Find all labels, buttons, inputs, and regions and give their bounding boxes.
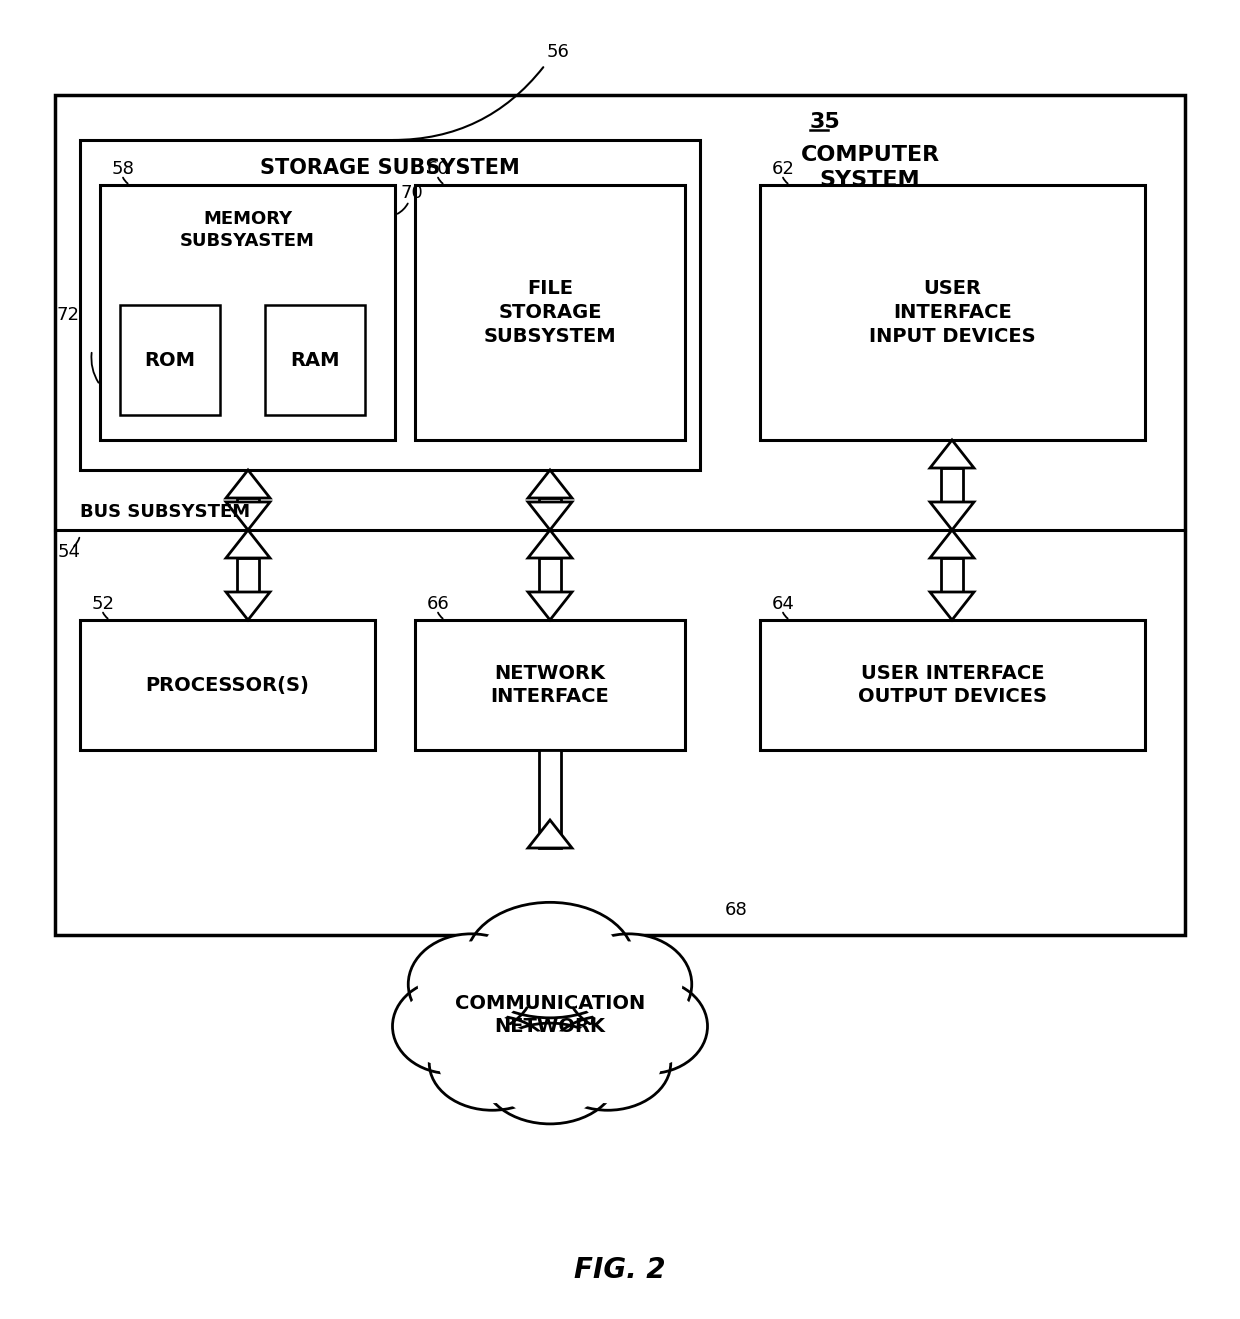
Bar — [237, 558, 259, 592]
Text: MEMORY
SUBSYASTEM: MEMORY SUBSYASTEM — [180, 210, 315, 251]
Text: RAM: RAM — [290, 351, 340, 369]
Ellipse shape — [418, 942, 525, 1028]
Polygon shape — [226, 503, 270, 530]
Ellipse shape — [565, 934, 692, 1034]
Bar — [760, 185, 1145, 441]
Text: FILE
STORAGE
SUBSYSTEM: FILE STORAGE SUBSYSTEM — [484, 280, 616, 346]
Text: 64: 64 — [773, 595, 795, 613]
Text: PROCESSOR(S): PROCESSOR(S) — [145, 675, 310, 695]
Text: 72: 72 — [57, 306, 81, 324]
Text: 68: 68 — [725, 901, 748, 919]
Polygon shape — [528, 592, 572, 620]
Polygon shape — [226, 470, 270, 499]
Bar — [760, 620, 1145, 751]
Bar — [100, 185, 396, 441]
Text: NETWORK
INTERFACE: NETWORK INTERFACE — [491, 663, 609, 706]
Text: 35: 35 — [810, 112, 841, 132]
Text: USER INTERFACE
OUTPUT DEVICES: USER INTERFACE OUTPUT DEVICES — [858, 663, 1047, 706]
Bar — [81, 620, 374, 751]
Ellipse shape — [393, 979, 508, 1074]
Bar — [539, 558, 560, 592]
Polygon shape — [226, 592, 270, 620]
Bar — [237, 499, 259, 503]
Bar — [415, 185, 684, 441]
Ellipse shape — [575, 942, 682, 1028]
Text: 54: 54 — [58, 543, 81, 561]
Ellipse shape — [408, 934, 534, 1034]
Text: USER
INTERFACE
INPUT DEVICES: USER INTERFACE INPUT DEVICES — [869, 280, 1035, 346]
Bar — [81, 140, 701, 470]
Polygon shape — [930, 441, 973, 468]
Ellipse shape — [591, 979, 708, 1074]
Ellipse shape — [402, 987, 500, 1067]
Bar — [55, 95, 1185, 935]
Ellipse shape — [554, 1022, 661, 1103]
Ellipse shape — [492, 1030, 608, 1116]
Ellipse shape — [479, 911, 621, 1009]
Text: FIG. 2: FIG. 2 — [574, 1256, 666, 1283]
Text: 58: 58 — [112, 160, 135, 178]
Text: 70: 70 — [401, 183, 423, 202]
Text: COMPUTER
SYSTEM: COMPUTER SYSTEM — [801, 145, 940, 190]
Ellipse shape — [544, 1016, 671, 1111]
Bar — [265, 305, 365, 415]
Bar — [941, 558, 963, 592]
Text: 56: 56 — [547, 44, 569, 61]
Text: 60: 60 — [427, 160, 450, 178]
Bar — [539, 499, 560, 503]
Text: STORAGE SUBSYSTEM: STORAGE SUBSYSTEM — [260, 158, 520, 178]
Ellipse shape — [439, 1022, 546, 1103]
Polygon shape — [226, 530, 270, 558]
Polygon shape — [528, 530, 572, 558]
Text: 52: 52 — [92, 595, 115, 613]
Bar — [941, 468, 963, 503]
Ellipse shape — [482, 1024, 619, 1124]
Bar — [120, 305, 219, 415]
Polygon shape — [528, 820, 572, 848]
Text: BUS SUBSYSTEM: BUS SUBSYSTEM — [81, 503, 250, 521]
Ellipse shape — [600, 987, 699, 1067]
Polygon shape — [930, 592, 973, 620]
Text: COMMUNICATION
NETWORK: COMMUNICATION NETWORK — [455, 993, 645, 1037]
Polygon shape — [930, 503, 973, 530]
Ellipse shape — [466, 902, 634, 1018]
Polygon shape — [528, 503, 572, 530]
Text: 62: 62 — [773, 160, 795, 178]
Bar — [415, 620, 684, 751]
Text: ROM: ROM — [145, 351, 196, 369]
Text: 66: 66 — [427, 595, 450, 613]
Polygon shape — [528, 470, 572, 499]
Polygon shape — [930, 530, 973, 558]
Ellipse shape — [429, 1016, 556, 1111]
Bar — [539, 751, 560, 848]
